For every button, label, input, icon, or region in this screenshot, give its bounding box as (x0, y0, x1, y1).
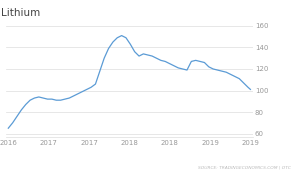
Text: SOURCE: TRADINGECONOMICS.COM | OTC: SOURCE: TRADINGECONOMICS.COM | OTC (198, 165, 291, 169)
Text: Lithium: Lithium (1, 8, 40, 18)
